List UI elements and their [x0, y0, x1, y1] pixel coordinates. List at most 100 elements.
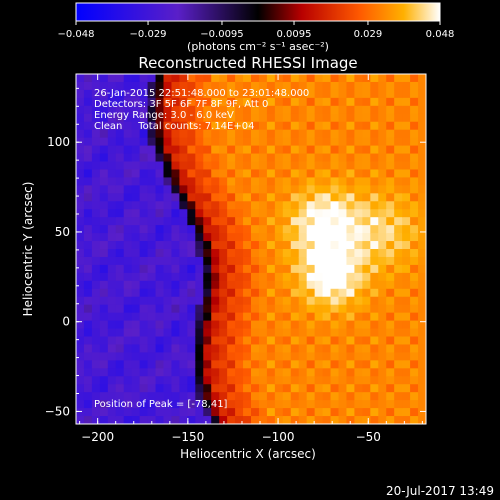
heatmap-cell	[410, 320, 419, 330]
heatmap-cell	[402, 344, 411, 353]
heatmap-cell	[155, 169, 164, 178]
heatmap-cell	[418, 336, 427, 345]
heatmap-cell	[179, 249, 188, 258]
heatmap-cell	[251, 241, 260, 250]
heatmap-cell	[99, 161, 109, 170]
heatmap-cell	[155, 201, 164, 210]
heatmap-cell	[354, 312, 363, 322]
heatmap-cell	[402, 304, 411, 314]
heatmap-cell	[99, 400, 109, 409]
heatmap-cell	[402, 368, 411, 377]
heatmap-cell	[179, 89, 188, 99]
heatmap-cell	[266, 272, 276, 282]
heatmap-cell	[346, 105, 355, 115]
heatmap-cell	[195, 201, 204, 210]
heatmap-cell	[243, 161, 252, 170]
heatmap-cell	[402, 376, 411, 385]
heatmap-cell	[322, 241, 332, 250]
heatmap-cell	[410, 185, 419, 194]
heatmap-cell	[91, 328, 101, 337]
heatmap-cell	[115, 352, 125, 361]
heatmap-cell	[91, 392, 101, 401]
heatmap-cell	[131, 233, 141, 242]
heatmap-cell	[107, 177, 117, 186]
heatmap-cell	[418, 272, 427, 282]
heatmap-cell	[290, 145, 300, 155]
heatmap-cell	[394, 225, 403, 234]
info-line-energy: Energy Range: 3.0 - 6.0 keV	[94, 110, 234, 121]
heatmap-cell	[394, 169, 403, 178]
heatmap-cell	[227, 280, 236, 290]
heatmap-cell	[330, 288, 339, 298]
heatmap-cell	[115, 328, 125, 337]
heatmap-cell	[338, 177, 347, 186]
heatmap-cell	[171, 280, 180, 290]
heatmap-cell	[394, 81, 403, 91]
heatmap-cell	[163, 392, 172, 401]
heatmap-cell	[282, 272, 292, 282]
heatmap-cell	[298, 296, 308, 306]
heatmap-cell	[314, 81, 324, 91]
heatmap-cell	[139, 304, 149, 314]
heatmap-cell	[163, 288, 172, 298]
heatmap-cell	[235, 74, 244, 83]
heatmap-cell	[378, 177, 387, 186]
heatmap-cell	[91, 249, 101, 258]
heatmap-cell	[219, 280, 228, 290]
heatmap-cell	[203, 169, 212, 178]
heatmap-cell	[131, 376, 141, 385]
heatmap-cell	[243, 209, 252, 218]
heatmap-cell	[282, 193, 292, 202]
heatmap-cell	[83, 328, 93, 337]
heatmap-cell	[274, 256, 284, 266]
heatmap-cell	[298, 320, 308, 330]
heatmap-cell	[251, 185, 260, 194]
heatmap-cell	[322, 416, 332, 425]
heatmap-cell	[402, 113, 411, 123]
heatmap-cell	[195, 193, 204, 202]
heatmap-cell	[115, 256, 125, 266]
heatmap-cell	[258, 264, 268, 274]
heatmap-cell	[322, 145, 332, 155]
heatmap-cell	[346, 360, 355, 369]
heatmap-cell	[155, 217, 164, 226]
heatmap-cell	[266, 225, 276, 234]
heatmap-cell	[107, 352, 117, 361]
heatmap-cell	[227, 121, 236, 131]
heatmap-cell	[139, 113, 149, 123]
heatmap-cell	[203, 384, 212, 393]
heatmap-cell	[354, 296, 363, 306]
heatmap-cell	[362, 74, 371, 83]
heatmap-cell	[203, 153, 212, 162]
heatmap-cell	[314, 249, 324, 258]
heatmap-cell	[378, 376, 387, 385]
heatmap-cell	[370, 249, 379, 258]
heatmap-cell	[155, 408, 164, 417]
heatmap-cell	[83, 296, 93, 306]
heatmap-cell	[131, 105, 141, 115]
heatmap-cell	[362, 153, 371, 162]
heatmap-cell	[163, 233, 172, 242]
heatmap-cell	[274, 408, 284, 417]
heatmap-cell	[282, 113, 292, 123]
heatmap-cell	[211, 177, 220, 186]
heatmap-cell	[378, 145, 387, 155]
heatmap-cell	[107, 344, 117, 353]
heatmap-cell	[195, 81, 204, 91]
y-tick-label: 100	[47, 135, 70, 149]
heatmap-cell	[83, 304, 93, 314]
heatmap-cell	[83, 169, 93, 178]
x-tick-label: −200	[81, 430, 114, 444]
heatmap-cell	[266, 121, 276, 131]
heatmap-cell	[91, 272, 101, 282]
heatmap-cell	[298, 256, 308, 266]
heatmap-cell	[76, 161, 85, 170]
heatmap-cell	[290, 328, 300, 337]
heatmap-cell	[274, 121, 284, 131]
heatmap-cell	[163, 416, 172, 425]
heatmap-cell	[330, 360, 339, 369]
heatmap-cell	[322, 376, 332, 385]
heatmap-cell	[402, 328, 411, 337]
heatmap-cell	[131, 408, 141, 417]
heatmap-cell	[402, 97, 411, 107]
